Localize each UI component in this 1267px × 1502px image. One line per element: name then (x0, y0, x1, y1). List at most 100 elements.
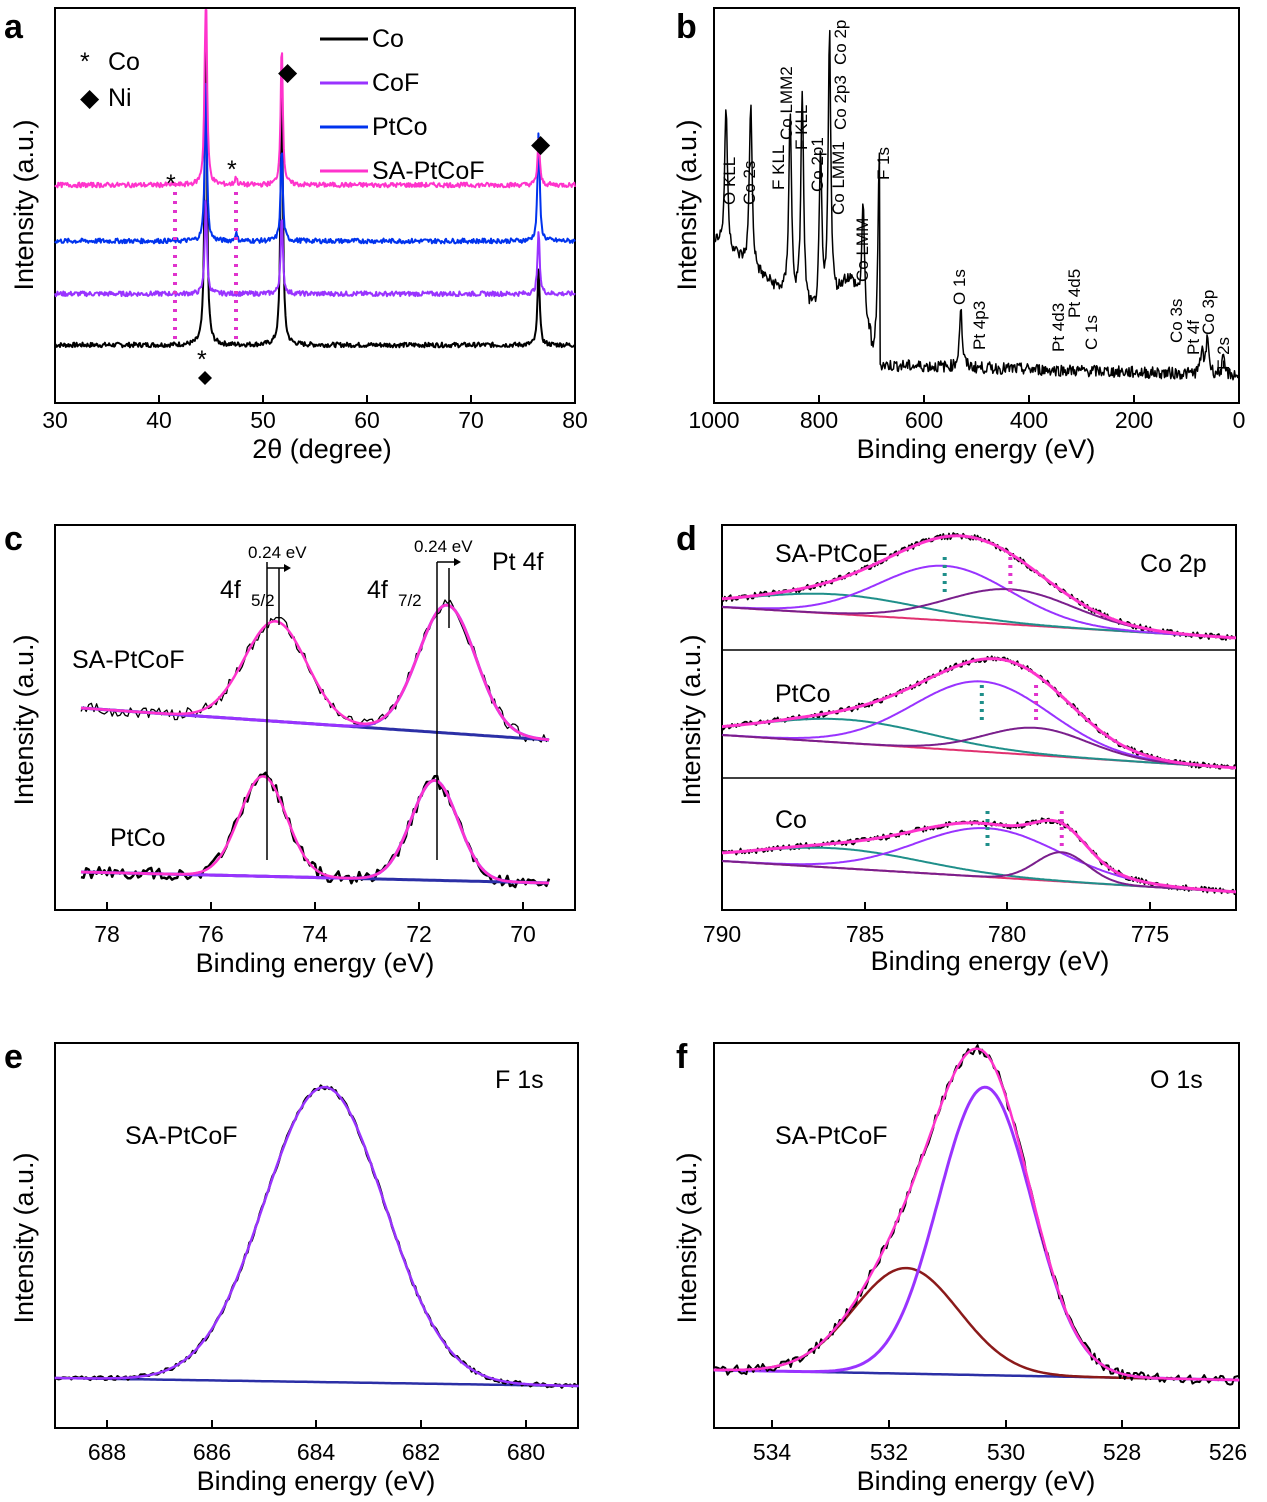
f-xlabel: Binding energy (eV) (857, 1466, 1096, 1496)
c-ptco-envelope (80, 775, 550, 885)
d-curves (721, 532, 1237, 895)
a-legend-co: Co (372, 25, 404, 53)
b-xtick: 1000 (688, 407, 739, 433)
a-xtick: 60 (354, 407, 380, 433)
panel-c: c 78 76 74 72 70 Binding energy (eV) Int… (4, 520, 576, 978)
a-xtick: 70 (458, 407, 484, 433)
b-xlabel: Binding energy (eV) (857, 434, 1096, 464)
panel-e-frame (54, 1042, 579, 1429)
b-xtick: 800 (800, 407, 838, 433)
a-ylabel: Intensity (a.u.) (9, 119, 39, 290)
b-peak-label: Co 2s (740, 161, 759, 205)
f-curves (713, 1044, 1240, 1386)
b-peak-label: F KLL (769, 145, 788, 190)
a-series-sa-ptcof (54, 9, 576, 189)
b-peak-label: Co 2p (831, 20, 850, 65)
c-title: Pt 4f (492, 548, 543, 576)
c-sa-envelope (80, 603, 550, 742)
svg-text:e: e (4, 1038, 23, 1076)
f-xtick: 530 (987, 1439, 1025, 1465)
f-label-sa: SA-PtCoF (775, 1122, 888, 1150)
a-peak-marker: * (227, 156, 237, 184)
d-sa-ptcof-envelope (721, 534, 1237, 640)
c-ylabel: Intensity (a.u.) (9, 634, 39, 805)
e-curves (53, 1084, 579, 1389)
d-co-envelope (721, 818, 1237, 894)
b-peak-label: Pt 4p3 (970, 301, 989, 350)
a-marker-legend-star: * (80, 48, 90, 76)
b-peak-label: F 2s (1214, 337, 1233, 370)
b-ylabel: Intensity (a.u.) (672, 119, 702, 290)
b-peak-label: Co 3p (1199, 290, 1218, 335)
svg-text:d: d (676, 520, 697, 558)
b-xtick: 200 (1115, 407, 1153, 433)
a-legend-cof: CoF (372, 69, 419, 97)
b-peak-label: Co LMM1 (829, 141, 848, 215)
b-xtick: 0 (1233, 407, 1246, 433)
a-peak-marker: * (197, 346, 207, 374)
svg-text:c: c (4, 520, 23, 558)
b-xtick: 400 (1010, 407, 1048, 433)
c-xtick: 78 (94, 921, 120, 947)
c-xtick: 70 (510, 921, 536, 947)
svg-text:f: f (676, 1038, 688, 1076)
a-peak-marker: ◆ (531, 130, 551, 158)
d-xtick: 785 (846, 921, 884, 947)
e-xlabel: Binding energy (eV) (197, 1466, 436, 1496)
b-peak-label: Co 2p3 (831, 75, 850, 130)
d-xtick: 780 (988, 921, 1026, 947)
e-xtick: 680 (507, 1439, 545, 1465)
c-shift-arrowhead (454, 558, 461, 566)
e-envelope (54, 1085, 579, 1388)
b-peak-label: Pt 4d5 (1065, 269, 1084, 318)
c-4f-label: 4f (220, 576, 241, 604)
svg-text:a: a (4, 8, 24, 46)
c-xlabel: Binding energy (eV) (196, 948, 435, 978)
f-title: O 1s (1150, 1066, 1203, 1094)
panel-c-frame (54, 524, 576, 911)
panel-e: e 688 686 684 682 680 Binding energy (eV… (4, 1038, 579, 1496)
a-peak-marker: * (166, 170, 176, 198)
e-xtick: 682 (402, 1439, 440, 1465)
a-xtick: 30 (42, 407, 68, 433)
e-label-sa: SA-PtCoF (125, 1122, 238, 1150)
a-curves (54, 9, 576, 349)
a-series-ptco (54, 82, 576, 245)
a-peak-diamond (198, 371, 212, 385)
e-xtick: 688 (88, 1439, 126, 1465)
panel-c-ticks (106, 902, 524, 910)
a-legend-sa: SA-PtCoF (372, 157, 485, 185)
panel-b-ticks (713, 395, 1240, 403)
a-xtick: 80 (562, 407, 588, 433)
b-curves (713, 29, 1240, 381)
d-label-sa: SA-PtCoF (775, 540, 888, 568)
panel-b: b 1000 800 600 400 200 0 Binding energy … (672, 7, 1246, 464)
panel-d-frame (721, 524, 1237, 911)
f-xtick: 528 (1103, 1439, 1141, 1465)
b-peak-label: Pt 4f (1184, 320, 1203, 355)
panel-f: f 534 532 530 528 526 Binding energy (eV… (672, 1038, 1247, 1496)
d-ptco-component (721, 680, 1236, 769)
b-peak-label: Co 3s (1167, 299, 1186, 343)
d-ptco-satellite (721, 717, 1236, 769)
f-xtick: 532 (870, 1439, 908, 1465)
a-legend: Co CoF PtCo SA-PtCoF (320, 25, 485, 185)
b-peak-label: Co 2p1 (808, 137, 827, 192)
e-title: F 1s (495, 1066, 544, 1094)
c-4f-label: 4f (367, 576, 388, 604)
c-xtick: 74 (302, 921, 328, 947)
f-xtick: 534 (753, 1439, 792, 1465)
c-curves (80, 599, 551, 889)
d-xtick: 775 (1131, 921, 1169, 947)
c-label-sa: SA-PtCoF (72, 646, 185, 674)
c-4f-sub: 7/2 (398, 591, 422, 610)
panel-f-ticks (771, 1420, 1240, 1428)
f-envelope (713, 1047, 1240, 1382)
panel-d: d 790 785 780 775 Binding energy (eV) In… (676, 520, 1237, 976)
d-sa-ptcof-component (721, 564, 1236, 639)
a-series-cof (54, 199, 576, 298)
panel-a-frame (54, 7, 576, 404)
b-peak-label: F KLL (792, 105, 811, 150)
d-ptco-envelope (721, 657, 1237, 770)
